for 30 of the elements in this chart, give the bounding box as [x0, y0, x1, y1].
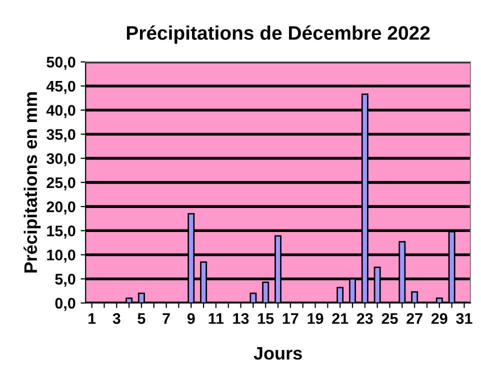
y-tick-label: 50,0 — [46, 56, 76, 70]
y-tick-label: 40,0 — [46, 104, 76, 118]
chart-title: Précipitations de Décembre 2022 — [126, 25, 430, 44]
x-tick-label: 15 — [258, 313, 274, 324]
x-tick-label: 23 — [356, 313, 373, 324]
x-tick-label: 5 — [138, 313, 146, 324]
x-tick-label: 21 — [332, 313, 348, 324]
x-tick-label: 25 — [382, 313, 398, 324]
y-tick-label: 15,0 — [47, 226, 76, 239]
x-tick-label: 29 — [431, 313, 448, 324]
x-tick-label: 19 — [308, 313, 324, 324]
x-tick-label: 9 — [187, 313, 195, 324]
x-axis-title: Jours — [254, 347, 302, 360]
x-tick-label: 13 — [233, 313, 249, 324]
x-tick-label: 17 — [282, 313, 298, 324]
y-tick-label: 25,0 — [46, 177, 76, 190]
y-tick-label: 10,0 — [47, 250, 76, 263]
x-tick-label: 27 — [406, 313, 422, 324]
x-tick-label: 11 — [208, 313, 224, 324]
x-tick-label: 3 — [112, 313, 120, 324]
y-tick-label: 35,0 — [46, 129, 76, 142]
y-axis-title: Précipitations en mm — [24, 92, 41, 273]
x-tick-label: 31 — [456, 313, 472, 324]
y-tick-label: 0,0 — [55, 298, 76, 311]
y-tick-label: 45,0 — [46, 80, 76, 94]
y-tick-label: 5,0 — [55, 274, 76, 287]
y-tick-label: 30,0 — [46, 153, 76, 166]
x-tick-label: 1 — [88, 313, 96, 324]
y-tick-label: 20,0 — [46, 201, 76, 214]
x-tick-label: 7 — [162, 313, 170, 324]
